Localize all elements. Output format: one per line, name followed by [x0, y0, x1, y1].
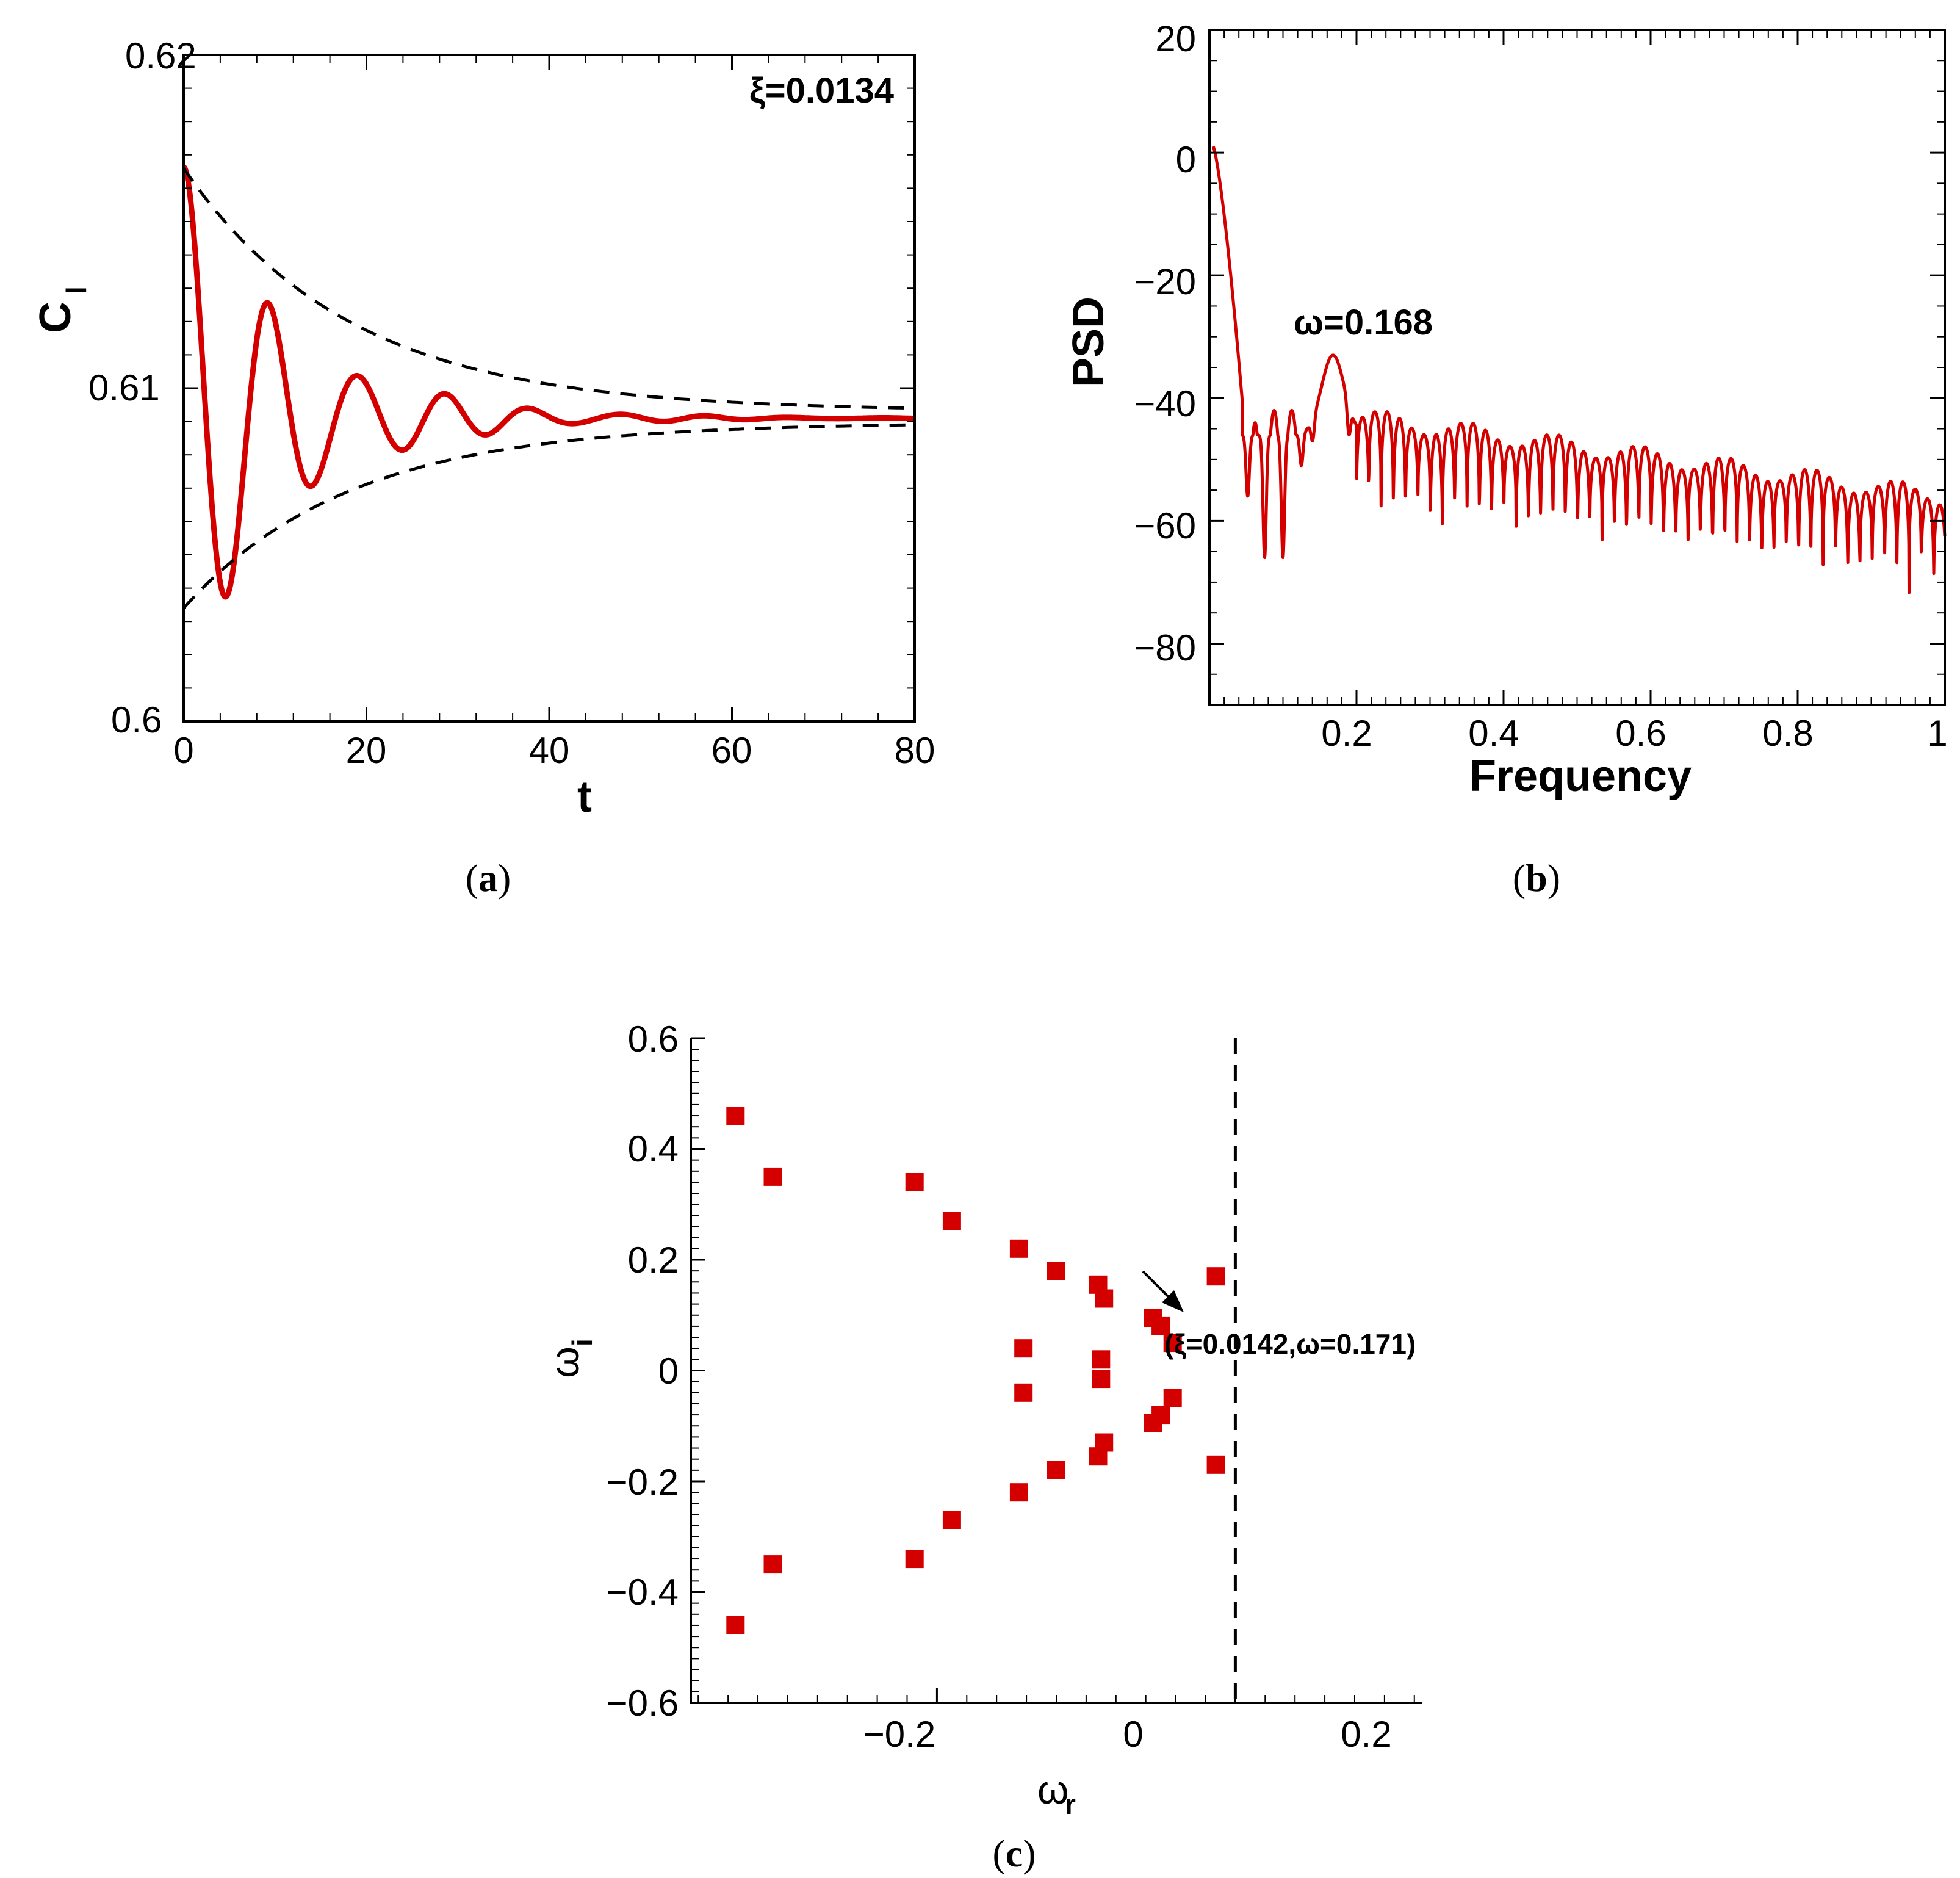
panel-b-caption: (b): [1513, 856, 1560, 900]
panel-c-caption: (c): [992, 1832, 1036, 1875]
panel-b-xtick-label: 0.8: [1762, 713, 1813, 754]
panel-c-ticks: [691, 1037, 1415, 1704]
panel-c-eigenvalue-point: [942, 1212, 961, 1230]
panel-b-spectrum-layer: [1211, 145, 1947, 594]
panel-a-ticks: [182, 54, 916, 723]
panel-c-eigenvalue-point: [763, 1555, 782, 1574]
panel-b-ytick-label: −20: [1134, 261, 1196, 302]
panel-b-spectrum-line: [1211, 145, 1947, 594]
panel-a-damping-annotation: ξ=0.0134: [749, 71, 894, 110]
panel-c-eigenvalue-point: [1092, 1350, 1111, 1369]
panel-c-eigenvalue-point: [905, 1173, 924, 1191]
panel-c-xlabel-sub: r: [1065, 1788, 1076, 1820]
panel-c-eigenvalue-point: [1151, 1406, 1170, 1425]
panel-c-ylabel-main: ω: [542, 1346, 587, 1378]
panel-a-xlabel: t: [577, 773, 592, 822]
panel-c-ytick-label: −0.4: [607, 1572, 679, 1613]
panel-c-eigenvalue-point: [1014, 1383, 1033, 1402]
panel-c-ylabel-sub: i: [566, 1338, 598, 1346]
panel-c-eigenvalue-point: [726, 1616, 745, 1634]
panel-a-ylabel-sub: l: [60, 286, 92, 294]
panel-c-points: [726, 1107, 1225, 1634]
panel-c-eigenvalue-point: [1163, 1334, 1182, 1353]
panel-a-ylabel-main: C: [31, 302, 80, 333]
panel-c-eigenvalue-point: [942, 1511, 961, 1529]
panel-b-ticks: [1209, 29, 1946, 706]
panel-b-plot-frame: [1208, 29, 1946, 706]
panel-b-ytick-label: 0: [1176, 139, 1196, 180]
panel-c-eigenvalue-point: [1047, 1461, 1065, 1479]
panel-c-ytick-label: 0.4: [628, 1129, 679, 1169]
panel-b-ylabel: PSD: [1064, 297, 1113, 387]
panel-b-ytick-label: −40: [1134, 383, 1196, 424]
panel-c: 0.6 0.4 0.2 0 −0.2 −0.4 −0.6 −0.2 0 0.2 …: [542, 1019, 1422, 1875]
panel-a-plot-frame: [182, 54, 916, 723]
panel-a-ytick-label: 0.6: [111, 699, 162, 740]
panel-b: 20 0 −20 −40 −60 −80 0.2 0.4 0.6 0.8 1 F…: [1064, 18, 1948, 900]
panel-c-eigenvalue-point: [763, 1167, 782, 1186]
panel-a-xtick-label: 40: [529, 730, 570, 771]
panel-a-signal-layer: [181, 164, 917, 600]
panel-c-ytick-label: −0.2: [607, 1462, 679, 1503]
panel-c-eigenvalue-point: [1206, 1267, 1225, 1286]
panel-b-xtick-label: 0.2: [1321, 713, 1372, 754]
panel-c-eigenvalue-point: [1009, 1483, 1028, 1502]
panel-c-eigenvalue-point: [1163, 1389, 1182, 1407]
panel-a-ytick-label: 0.61: [88, 367, 160, 408]
panel-b-peak-annotation: ω=0.168: [1294, 303, 1433, 342]
panel-c-ylabel: ω i: [542, 1338, 598, 1378]
panel-a: 0.62 0.61 0.6 0 20 40 60 80 t C l ξ=0.01…: [31, 35, 935, 900]
panel-c-xtick-label: −0.2: [863, 1714, 935, 1755]
panel-c-xlabel: ω r: [1037, 1767, 1076, 1820]
panel-c-eigenvalue-point: [1047, 1262, 1065, 1280]
panel-c-eigenvalue-point: [1014, 1339, 1033, 1358]
panel-c-xlabel-main: ω: [1037, 1767, 1069, 1812]
panel-c-xtick-label: 0: [1123, 1714, 1143, 1755]
panel-c-eigenvalue-point: [905, 1550, 924, 1569]
panel-a-signal-line: [181, 164, 917, 600]
panel-c-eigenvalue-point: [1095, 1433, 1114, 1452]
panel-a-xtick-label: 80: [895, 730, 935, 771]
panel-c-ytick-label: 0: [658, 1351, 679, 1392]
panel-a-lower-envelope: [182, 423, 915, 610]
panel-b-xtick-label: 0.4: [1468, 713, 1519, 754]
panel-c-ytick-label: −0.6: [607, 1683, 679, 1724]
panel-b-ytick-label: −60: [1134, 505, 1196, 546]
panel-a-caption: (a): [466, 856, 511, 900]
panel-a-xtick-label: 20: [346, 730, 387, 771]
panel-a-xtick-label: 0: [173, 730, 193, 771]
panel-c-axes: [690, 1038, 1422, 1704]
panel-a-ytick-label: 0.62: [125, 35, 196, 76]
panel-c-eigenvalue-point: [726, 1107, 745, 1125]
panel-a-xtick-label: 60: [712, 730, 752, 771]
panel-c-eigenvalue-point: [1151, 1316, 1170, 1335]
panel-c-eigenvalue-point: [1095, 1289, 1114, 1308]
panel-c-annotation: (ξ=0.0142,ω=0.171): [1164, 1328, 1416, 1360]
panel-b-xtick-label: 1: [1927, 713, 1947, 754]
panel-c-ytick-label: 0.6: [628, 1019, 679, 1060]
panel-c-xtick-label: 0.2: [1341, 1714, 1391, 1755]
panel-a-caption-letter: a: [478, 856, 498, 900]
panel-c-caption-letter: c: [1006, 1832, 1023, 1875]
panel-c-eigenvalue-point: [1206, 1455, 1225, 1474]
panel-c-ytick-label: 0.2: [628, 1240, 679, 1280]
panel-b-xlabel: Frequency: [1469, 752, 1692, 801]
panel-c-eigenvalue-point: [1092, 1370, 1111, 1389]
panel-b-xtick-label: 0.6: [1615, 713, 1666, 754]
panel-b-caption-letter: b: [1526, 856, 1547, 900]
panel-c-annotation-arrowhead: [1162, 1290, 1184, 1312]
panel-b-ytick-label: 20: [1155, 18, 1196, 59]
panel-a-envelope-layer: [182, 167, 915, 610]
panel-b-ytick-label: −80: [1134, 627, 1196, 668]
panel-a-ylabel: C l: [31, 286, 92, 333]
panel-a-upper-envelope: [182, 167, 915, 410]
panel-c-eigenvalue-point: [1009, 1239, 1028, 1258]
panel-c-annotation-arrow: [1142, 1270, 1170, 1298]
